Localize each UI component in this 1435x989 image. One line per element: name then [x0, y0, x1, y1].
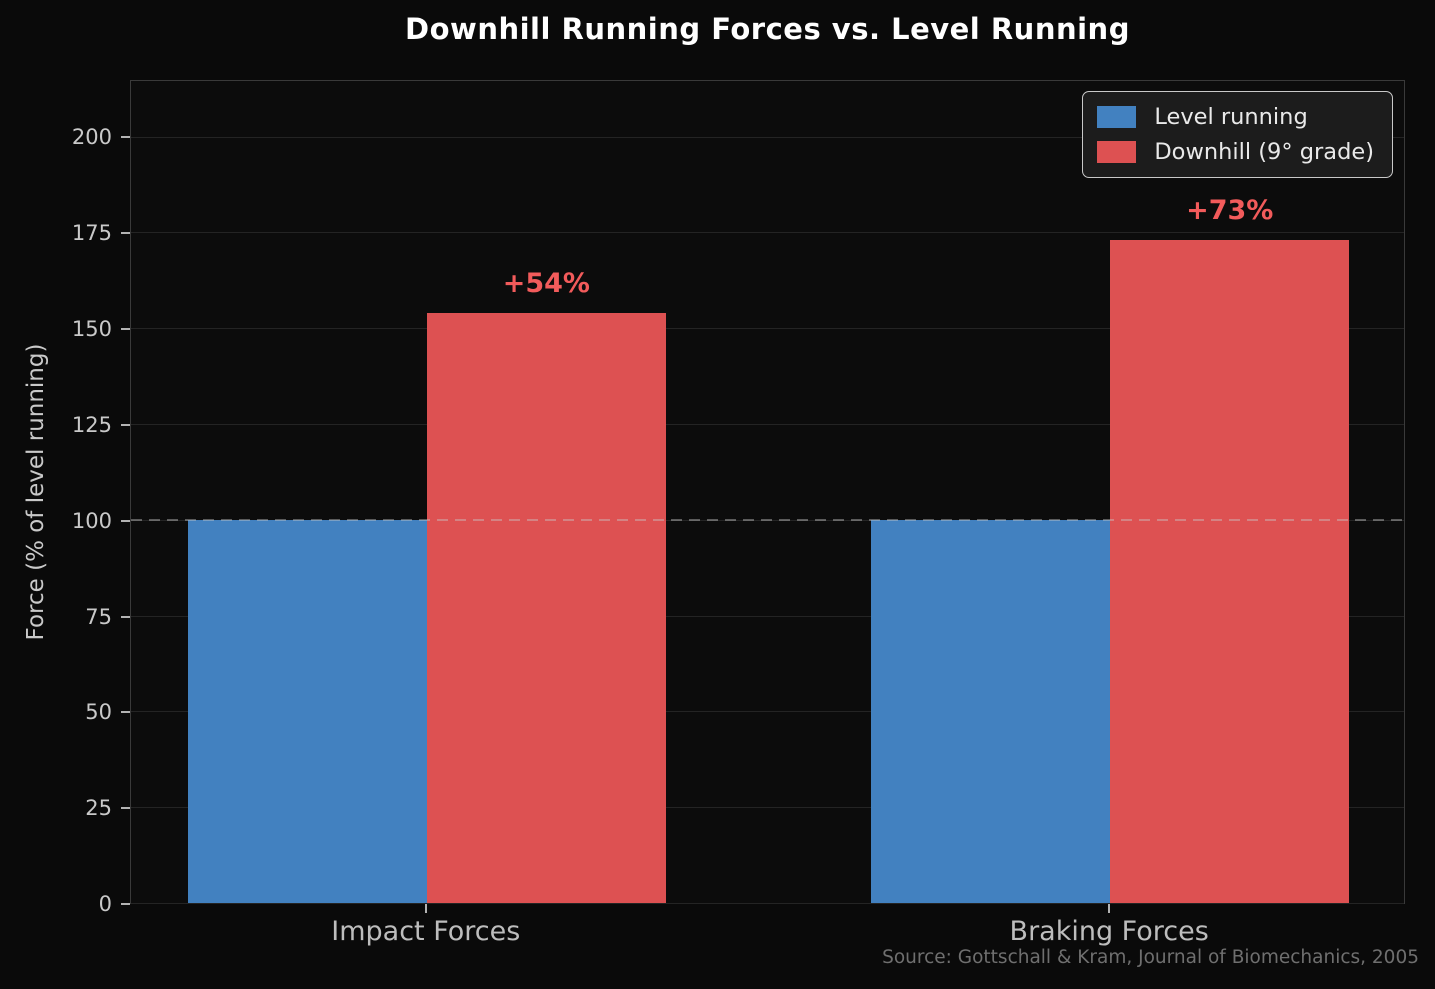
gridline: [131, 328, 1404, 330]
y-tick-label: 50: [85, 700, 112, 725]
source-note: Source: Gottschall & Kram, Journal of Bi…: [882, 947, 1419, 968]
legend-swatch: [1097, 141, 1137, 163]
y-tick-mark: [121, 519, 130, 522]
bar-level-running-impact-forces: [187, 519, 427, 903]
legend-item: Downhill (9° grade): [1097, 139, 1374, 165]
y-tick-label: 200: [71, 125, 112, 150]
gridline: [131, 903, 1404, 904]
gridline: [131, 136, 1404, 138]
y-axis-label: Force (% of level running): [23, 343, 49, 641]
reference-line: [131, 518, 1404, 521]
bar-downhill-9-grade-braking-forces: [1110, 239, 1350, 903]
legend: Level running Downhill (9° grade): [1082, 91, 1393, 178]
legend-swatch: [1097, 106, 1137, 128]
legend-item: Level running: [1097, 104, 1374, 130]
legend-label: Downhill (9° grade): [1154, 139, 1374, 165]
gridline: [131, 807, 1404, 809]
y-tick-label: 125: [71, 412, 112, 437]
y-tick-label: 100: [71, 508, 112, 533]
annotation: +73%: [1186, 194, 1274, 226]
gridline: [131, 615, 1404, 617]
gridline: [131, 711, 1404, 713]
y-tick-label: 0: [98, 892, 112, 916]
x-tick-label-braking-forces: Braking Forces: [1009, 916, 1209, 947]
y-tick-mark: [121, 903, 130, 905]
gridline: [131, 232, 1404, 234]
bar-level-running-braking-forces: [871, 519, 1111, 903]
x-tick-mark: [1108, 904, 1111, 913]
y-tick-mark: [121, 328, 130, 331]
chart-title: Downhill Running Forces vs. Level Runnin…: [405, 12, 1130, 46]
y-tick-mark: [121, 615, 130, 618]
y-tick-label: 75: [85, 604, 112, 629]
gridline: [131, 519, 1404, 521]
x-tick-label-impact-forces: Impact Forces: [331, 916, 521, 947]
y-tick-label: 175: [71, 221, 112, 246]
plot-area: Level running Downhill (9° grade) +54% +73…: [130, 80, 1405, 904]
annotation: +54%: [502, 267, 590, 299]
y-tick-mark: [121, 136, 130, 139]
y-tick-mark: [121, 232, 130, 235]
y-tick-label: 25: [85, 796, 112, 821]
legend-label: Level running: [1154, 104, 1308, 130]
y-tick-mark: [121, 711, 130, 714]
x-tick-mark: [424, 904, 427, 913]
gridline: [131, 423, 1404, 425]
y-tick-mark: [121, 423, 130, 426]
y-tick-label: 150: [71, 317, 112, 342]
y-tick-mark: [121, 807, 130, 810]
bar-downhill-9-grade-impact-forces: [426, 312, 666, 903]
